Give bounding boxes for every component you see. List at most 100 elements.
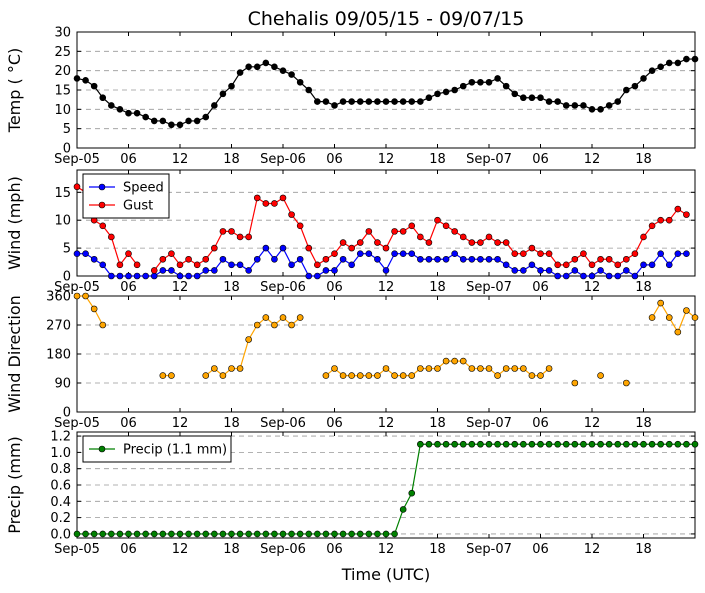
y-tick-label: 270 <box>46 319 71 334</box>
data-point <box>528 261 536 269</box>
data-point <box>477 440 484 448</box>
x-tick-label: 18 <box>635 542 652 557</box>
data-point <box>511 267 519 274</box>
data-point <box>99 94 107 102</box>
data-point <box>211 267 218 274</box>
data-point <box>288 211 295 218</box>
series-line <box>205 316 301 377</box>
data-point <box>571 267 579 274</box>
legend-marker <box>98 183 106 191</box>
x-tick-label: 06 <box>326 152 343 167</box>
data-point <box>554 272 561 280</box>
data-point <box>90 530 98 538</box>
data-point <box>511 250 519 257</box>
data-point <box>588 261 596 269</box>
data-point <box>665 314 673 321</box>
data-point <box>271 200 278 207</box>
data-point <box>434 216 441 224</box>
data-point <box>150 117 158 125</box>
data-point <box>511 365 519 372</box>
data-point <box>150 267 158 274</box>
data-point <box>665 216 673 224</box>
data-point <box>571 102 579 109</box>
data-point <box>288 321 295 329</box>
data-point <box>90 255 98 263</box>
data-point <box>305 86 313 94</box>
data-point <box>331 530 338 538</box>
data-point <box>605 102 613 109</box>
x-tick-label: Sep-07 <box>466 542 512 557</box>
data-point <box>691 314 699 321</box>
y-axis-label: Temp ( °C) <box>5 48 24 133</box>
data-point <box>494 75 501 82</box>
data-point <box>168 267 175 274</box>
data-point <box>520 250 527 257</box>
data-point <box>657 440 664 448</box>
data-point <box>73 292 81 300</box>
x-tick-label: 06 <box>120 416 137 431</box>
y-axis-label: Wind Direction <box>5 295 24 413</box>
data-point <box>374 530 381 538</box>
data-point <box>485 255 493 263</box>
data-point <box>125 530 132 538</box>
data-point <box>314 98 321 105</box>
data-point <box>305 530 313 538</box>
data-point <box>271 255 278 263</box>
data-point <box>502 239 510 246</box>
y-tick-label: 0 <box>63 270 71 285</box>
x-tick-label: Sep-07 <box>466 416 512 431</box>
data-point <box>374 372 381 379</box>
data-point <box>562 261 570 269</box>
legend-label: Precip (1.1 mm) <box>123 443 227 458</box>
x-tick-label: 18 <box>429 280 446 295</box>
data-point <box>279 530 287 538</box>
y-axis-label: Precip (mm) <box>5 436 24 534</box>
x-tick-label: 18 <box>429 416 446 431</box>
data-point <box>348 244 355 252</box>
data-point <box>537 94 544 102</box>
data-point <box>683 307 690 314</box>
data-point <box>331 365 338 372</box>
data-point <box>271 63 278 71</box>
data-point <box>125 109 132 117</box>
data-point <box>142 530 149 538</box>
data-point <box>322 98 330 105</box>
data-point <box>73 250 81 257</box>
data-point <box>562 272 570 280</box>
data-point <box>253 530 261 538</box>
y-tick-label: 0.8 <box>50 462 71 477</box>
data-point <box>537 250 544 257</box>
data-point <box>228 261 235 269</box>
data-point <box>253 255 261 263</box>
series-0-0 <box>73 55 699 129</box>
data-point <box>82 530 89 538</box>
y-tick-label: 90 <box>54 377 71 392</box>
y-tick-label: 180 <box>46 348 71 363</box>
data-point <box>339 98 347 105</box>
x-tick-label: 18 <box>223 280 240 295</box>
data-point <box>597 440 604 448</box>
data-point <box>631 272 639 280</box>
data-point <box>159 372 167 379</box>
data-point <box>597 106 604 113</box>
data-point <box>648 67 656 74</box>
data-point <box>382 244 390 252</box>
data-point <box>142 113 149 121</box>
data-point <box>245 530 252 538</box>
x-tick-label: 12 <box>584 542 601 557</box>
y-tick-label: 10 <box>54 214 71 229</box>
x-tick-label: 18 <box>223 416 240 431</box>
data-point <box>382 365 390 372</box>
data-point <box>477 255 484 263</box>
data-point <box>545 98 553 105</box>
data-point <box>417 233 424 241</box>
data-point <box>605 255 613 263</box>
data-point <box>365 98 373 105</box>
x-tick-label: Sep-06 <box>260 280 306 295</box>
data-point <box>648 314 656 321</box>
data-point <box>648 222 656 230</box>
data-point <box>339 239 347 246</box>
data-point <box>185 530 192 538</box>
data-point <box>640 75 647 82</box>
data-point <box>228 82 235 90</box>
